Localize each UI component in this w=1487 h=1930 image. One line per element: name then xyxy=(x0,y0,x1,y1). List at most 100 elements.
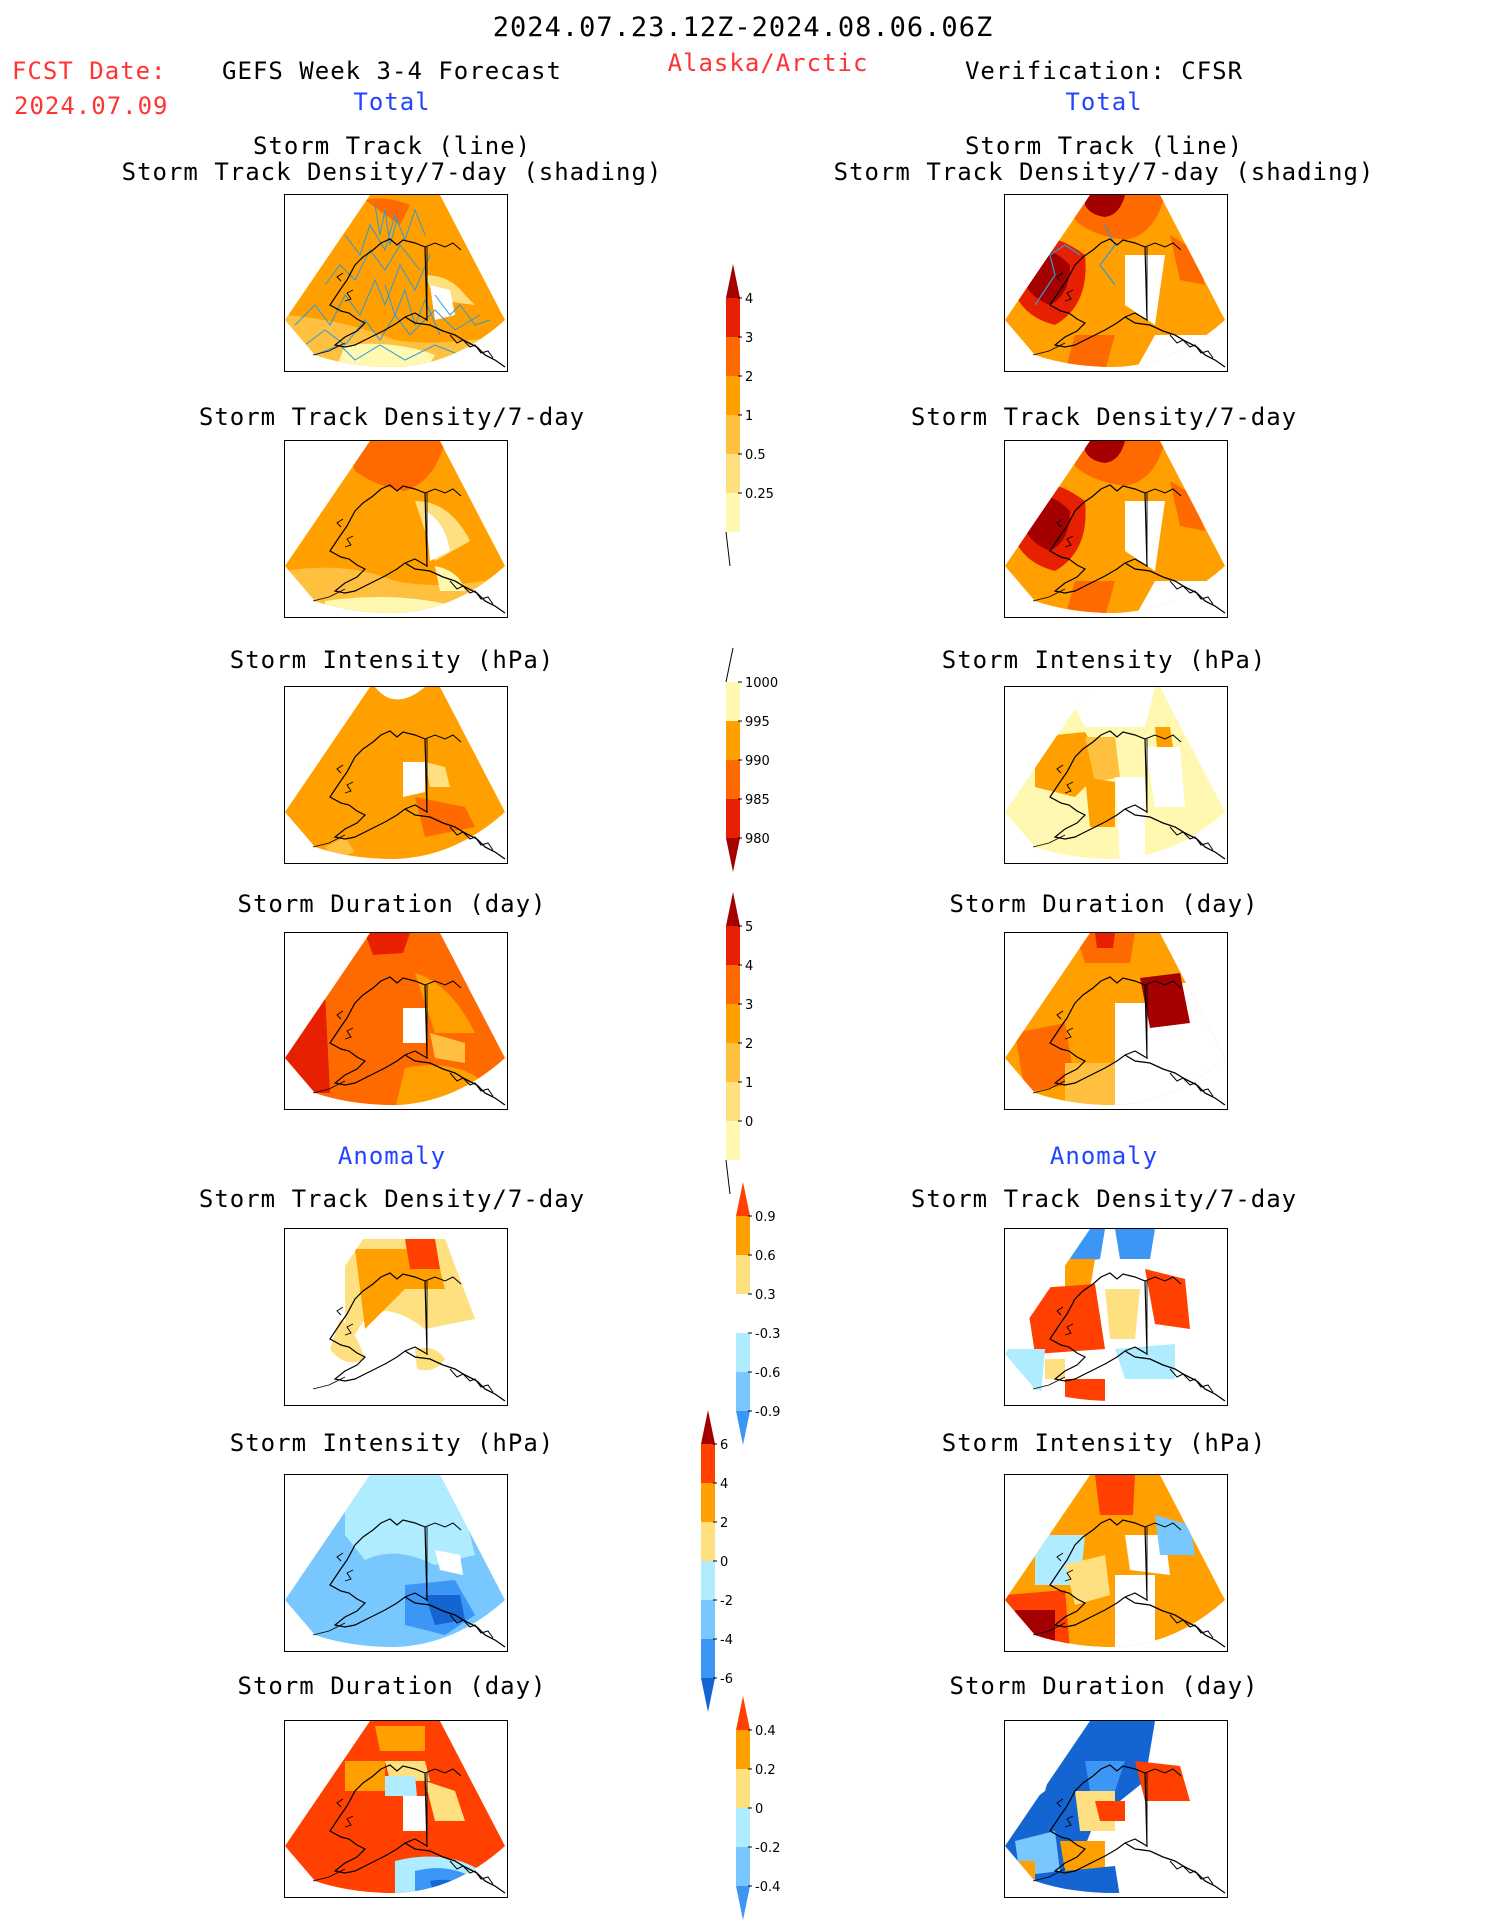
colorbar-segment xyxy=(726,493,740,532)
map-cfsr-track-total xyxy=(1004,194,1228,372)
colorbar-segment xyxy=(726,1043,740,1082)
colorbar-segment xyxy=(726,799,740,838)
colorbar-tick-label: 0.3 xyxy=(755,1288,776,1303)
colorbar-duration-total: 5 4 3 2 1 0 xyxy=(725,892,786,1195)
colorbar-tick-label: -0.3 xyxy=(755,1327,780,1342)
colorbar-segment xyxy=(726,298,740,337)
colorbar-tick-label: 3 xyxy=(745,331,753,346)
colorbar-segment xyxy=(701,1483,715,1522)
colorbar-tick-label: 2 xyxy=(720,1516,728,1531)
colorbar-tick-label: 0.5 xyxy=(745,448,766,463)
left-total-label: Total xyxy=(353,88,431,116)
colorbar-segment xyxy=(736,1847,750,1886)
colorbar-segment xyxy=(736,1372,750,1411)
right-title-density: Storm Track Density/7-day xyxy=(910,403,1298,431)
right-title-duration-anom: Storm Duration (day) xyxy=(949,1672,1259,1700)
right-title-intensity-anom: Storm Intensity (hPa) xyxy=(941,1429,1267,1457)
colorbar-segment xyxy=(726,721,740,760)
colorbar-arrow-top xyxy=(701,1410,715,1444)
right-title-density-anom: Storm Track Density/7-day xyxy=(910,1185,1298,1213)
colorbar-arrow-bottom xyxy=(736,1886,750,1920)
right-title-track-line: Storm Track (line) xyxy=(964,132,1244,160)
left-anomaly-label: Anomaly xyxy=(337,1142,447,1170)
colorbar-tick-label: 980 xyxy=(745,832,770,847)
colorbar-tick-label: 3 xyxy=(745,998,753,1013)
map-gefs-track-total xyxy=(284,194,508,372)
colorbar-tick-label: 0.9 xyxy=(755,1210,776,1225)
colorbar-segment xyxy=(736,1730,750,1769)
colorbar-segment xyxy=(726,760,740,799)
colorbar-segment xyxy=(726,415,740,454)
colorbar-segment xyxy=(701,1600,715,1639)
colorbar-tick-label: -0.2 xyxy=(755,1841,780,1856)
map-cfsr-intensity-anomaly xyxy=(1004,1474,1228,1652)
colorbar-tick-label: 990 xyxy=(745,754,770,769)
colorbar-segment xyxy=(736,1769,750,1808)
colorbar-segment xyxy=(726,337,740,376)
colorbar-segment xyxy=(726,376,740,415)
right-title-intensity: Storm Intensity (hPa) xyxy=(941,646,1267,674)
map-cfsr-duration-total xyxy=(1004,932,1228,1110)
colorbar-tick-label: -4 xyxy=(720,1633,733,1648)
left-title-duration-anom: Storm Duration (day) xyxy=(237,1672,547,1700)
colorbar-open-end xyxy=(725,531,731,567)
left-title-density-anom: Storm Track Density/7-day xyxy=(198,1185,586,1213)
colorbar-tick-label: 4 xyxy=(745,292,753,307)
colorbar-tick-label: -6 xyxy=(720,1672,733,1687)
colorbar-tick-label: 1000 xyxy=(745,676,778,691)
map-gefs-density-total xyxy=(284,440,508,618)
colorbar-tick-label: 0.6 xyxy=(755,1249,776,1264)
colorbar-arrow-top xyxy=(736,1696,750,1730)
left-title-track-shading: Storm Track Density/7-day (shading) xyxy=(121,158,663,186)
colorbar-segment xyxy=(736,1808,750,1847)
map-cfsr-density-total xyxy=(1004,440,1228,618)
map-gefs-density-anomaly xyxy=(284,1228,508,1406)
colorbar-tick-label: 1 xyxy=(745,409,753,424)
colorbar-segment xyxy=(726,1082,740,1121)
colorbar-tick-label: 2 xyxy=(745,1037,753,1052)
colorbar-open-end xyxy=(725,1159,731,1195)
colorbar-segment xyxy=(736,1294,750,1333)
right-title-track-shading: Storm Track Density/7-day (shading) xyxy=(833,158,1375,186)
colorbar-segment xyxy=(736,1216,750,1255)
colorbar-segment xyxy=(726,454,740,493)
colorbar-tick-label: 4 xyxy=(720,1477,728,1492)
colorbar-arrow-top xyxy=(736,1182,750,1216)
colorbar-tick-label: 0 xyxy=(755,1802,763,1817)
colorbar-tick-label: 5 xyxy=(745,920,753,935)
colorbar-tick-label: 995 xyxy=(745,715,770,730)
colorbar-tick-label: 0.25 xyxy=(745,487,774,502)
right-title-duration: Storm Duration (day) xyxy=(949,890,1259,918)
verification-title: Verification: CFSR xyxy=(964,57,1244,85)
colorbar-arrow-bottom xyxy=(701,1678,715,1712)
left-title-track-line: Storm Track (line) xyxy=(252,132,532,160)
colorbar-tick-label: 2 xyxy=(745,370,753,385)
map-gefs-intensity-anomaly xyxy=(284,1474,508,1652)
colorbar-arrow-bottom xyxy=(736,1411,750,1445)
colorbar-segment xyxy=(726,682,740,721)
colorbar-duration-anomaly: 0.4 0.2 0 -0.2 -0.4 xyxy=(736,1696,796,1930)
colorbar-arrow-top xyxy=(726,892,740,926)
colorbar-intensity-anomaly: 6 4 2 0 -2 -4 -6 xyxy=(701,1410,761,1724)
colorbar-segment xyxy=(701,1639,715,1678)
map-cfsr-duration-anomaly xyxy=(1004,1720,1228,1898)
colorbar-density-total: 4 3 2 1 0.5 0.25 xyxy=(725,264,786,567)
map-gefs-intensity-total xyxy=(284,686,508,864)
colorbar-segment xyxy=(736,1255,750,1294)
colorbar-tick-label: 0.2 xyxy=(755,1763,776,1778)
colorbar-segment xyxy=(726,1004,740,1043)
colorbar-arrow-bottom xyxy=(726,838,740,872)
fcst-date-value: 2024.07.09 xyxy=(14,92,169,120)
date-range-title: 2024.07.23.12Z-2024.08.06.06Z xyxy=(492,12,994,43)
colorbar-tick-label: 0 xyxy=(720,1555,728,1570)
right-total-label: Total xyxy=(1065,88,1143,116)
colorbar-segment xyxy=(726,926,740,965)
colorbar-tick-label: 985 xyxy=(745,793,770,808)
left-title-intensity: Storm Intensity (hPa) xyxy=(229,646,555,674)
map-cfsr-intensity-total xyxy=(1004,686,1228,864)
colorbar-segment xyxy=(726,965,740,1004)
colorbar-tick-label: 4 xyxy=(745,959,753,974)
colorbar-tick-label: 0.4 xyxy=(755,1724,776,1739)
colorbar-tick-label: -0.9 xyxy=(755,1405,780,1420)
forecast-title: GEFS Week 3-4 Forecast xyxy=(222,57,562,85)
